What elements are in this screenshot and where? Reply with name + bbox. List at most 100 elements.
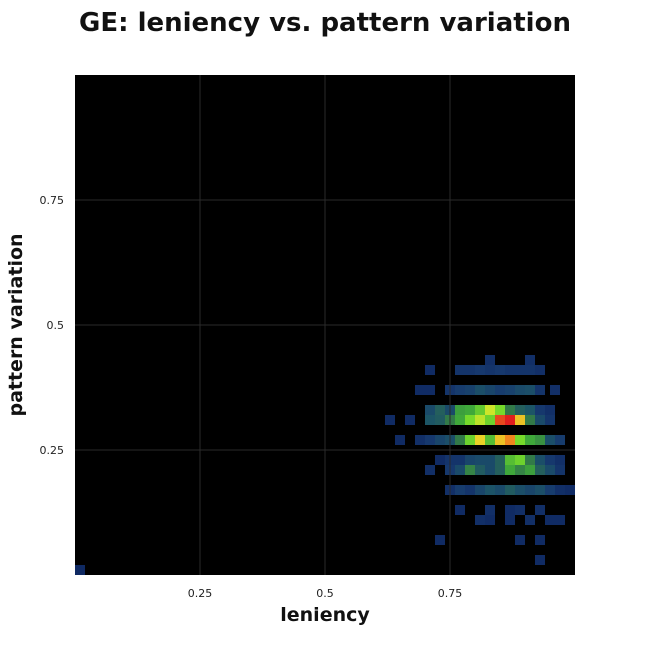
heatmap-cell-94 [545, 465, 555, 475]
heatmap-cell-90 [505, 465, 515, 475]
heatmap-cell-36 [525, 405, 535, 415]
grid-lines [75, 75, 575, 575]
heatmap-cell-33 [495, 405, 505, 415]
heatmap-cell-79 [525, 455, 535, 465]
heatmap-cell-123 [535, 555, 545, 565]
heatmap-cell-118 [545, 515, 555, 525]
heatmap-cell-53 [545, 415, 555, 425]
heatmap-cell-68 [545, 435, 555, 445]
heatmap-cell-67 [535, 435, 545, 445]
heatmap-cell-44 [455, 415, 465, 425]
heatmap-cell-47 [485, 415, 495, 425]
x-tick-label: 0.5 [316, 587, 334, 600]
heatmap-cell-31 [475, 405, 485, 415]
heatmap-cell-120 [435, 535, 445, 545]
heatmap-cell-98 [465, 485, 475, 495]
heatmap-cell-42 [435, 415, 445, 425]
heatmap-cell-57 [435, 435, 445, 445]
heatmap-cell-41 [425, 415, 435, 425]
heatmap-cell-9 [505, 365, 515, 375]
heatmap-cell-85 [455, 465, 465, 475]
heatmap-cell-99 [475, 485, 485, 495]
heatmap-cell-26 [425, 405, 435, 415]
heatmap-cell-11 [525, 365, 535, 375]
x-tick-label: 0.25 [188, 587, 213, 600]
heatmap-cell-16 [455, 385, 465, 395]
heatmap-cell-17 [465, 385, 475, 395]
heatmap-cell-122 [535, 535, 545, 545]
heatmap-cell-76 [495, 455, 505, 465]
heatmap-cell-89 [495, 465, 505, 475]
heatmap-cell-80 [535, 455, 545, 465]
heatmap-cell-21 [505, 385, 515, 395]
heatmap-cell-104 [525, 485, 535, 495]
y-axis-ticks: 0.25 0.5 0.75 [40, 194, 65, 457]
heatmap-cell-74 [475, 455, 485, 465]
heatmap-cell-5 [465, 365, 475, 375]
heatmap-cell-8 [495, 365, 505, 375]
heatmap-cell-56 [425, 435, 435, 445]
heatmap-cell-110 [485, 505, 495, 515]
heatmap-cell-108 [565, 485, 575, 495]
heatmap-cell-19 [485, 385, 495, 395]
heatmap-cell-29 [455, 405, 465, 415]
heatmap-cell-93 [535, 465, 545, 475]
heatmap-cell-24 [535, 385, 545, 395]
heatmap-cell-91 [515, 465, 525, 475]
heatmap-cell-107 [555, 485, 565, 495]
y-tick-label: 0.5 [47, 319, 65, 332]
heatmap-cell-13 [415, 385, 425, 395]
heatmap-cell-3 [425, 365, 435, 375]
heatmap-cell-103 [515, 485, 525, 495]
heatmap-cell-12 [535, 365, 545, 375]
heatmap-cell-2 [525, 355, 535, 365]
heatmap-cell-10 [515, 365, 525, 375]
heatmap-cell-70 [435, 455, 445, 465]
heatmap-cell-38 [545, 405, 555, 415]
chart-title: GE: leniency vs. pattern variation [79, 8, 571, 38]
heatmap-cell-51 [525, 415, 535, 425]
heatmap-cell-88 [485, 465, 495, 475]
heatmap-cell-6 [475, 365, 485, 375]
heatmap-cell-30 [465, 405, 475, 415]
heatmap-cell-100 [485, 485, 495, 495]
heatmap-cell-102 [505, 485, 515, 495]
heatmap-cell-49 [505, 415, 515, 425]
heatmap-cell-14 [425, 385, 435, 395]
heatmap-cell-95 [555, 465, 565, 475]
heatmap-cell-114 [475, 515, 485, 525]
heatmap-cell-64 [505, 435, 515, 445]
heatmap-cell-116 [505, 515, 515, 525]
x-axis-label: leniency [280, 604, 370, 626]
heatmap-cell-63 [495, 435, 505, 445]
y-tick-label: 0.25 [40, 444, 65, 457]
heatmap-cell-66 [525, 435, 535, 445]
y-tick-label: 0.75 [40, 194, 65, 207]
heatmap-cell-55 [415, 435, 425, 445]
heatmap-cell-117 [525, 515, 535, 525]
heatmap-cell-109 [455, 505, 465, 515]
heatmap-cell-1 [485, 355, 495, 365]
heatmap-cell-92 [525, 465, 535, 475]
heatmap-cell-59 [455, 435, 465, 445]
heatmap-cell-37 [535, 405, 545, 415]
heatmap-cell-112 [515, 505, 525, 515]
heatmap-cell-78 [515, 455, 525, 465]
heatmap-cell-39 [385, 415, 395, 425]
heatmap-cell-97 [455, 485, 465, 495]
heatmap-cell-105 [535, 485, 545, 495]
heatmap-cell-62 [485, 435, 495, 445]
heatmap-cell-65 [515, 435, 525, 445]
heatmap-cell-81 [545, 455, 555, 465]
heatmap-cell-50 [515, 415, 525, 425]
heatmap-cell-0 [75, 565, 85, 575]
heatmap-cell-23 [525, 385, 535, 395]
heatmap-cell-72 [455, 455, 465, 465]
heatmap-cell-69 [555, 435, 565, 445]
heatmap-cell-113 [535, 505, 545, 515]
heatmap-cell-54 [395, 435, 405, 445]
heatmap-cell-40 [405, 415, 415, 425]
heatmap-cell-45 [465, 415, 475, 425]
heatmap-cell-106 [545, 485, 555, 495]
